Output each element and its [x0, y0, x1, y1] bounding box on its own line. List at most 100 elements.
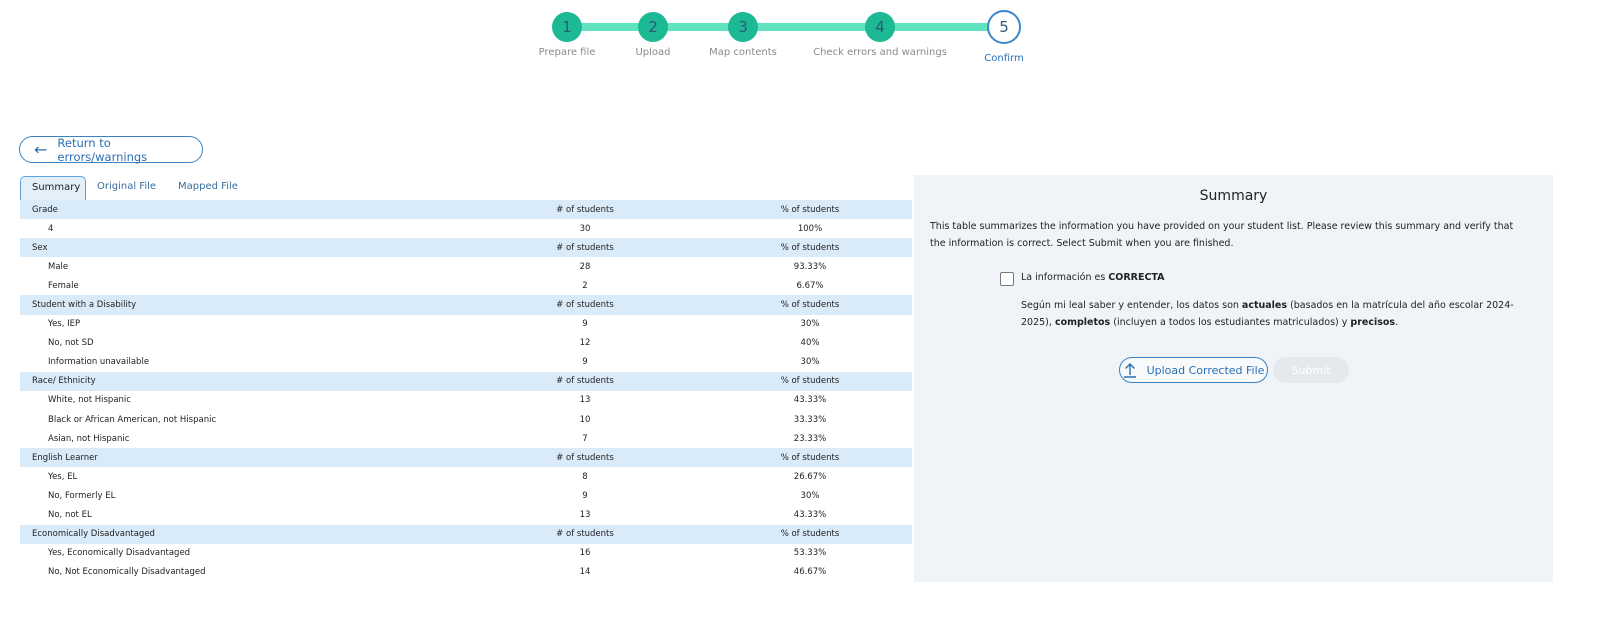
category-label: Asian, not Hispanic — [48, 433, 130, 444]
count-column-header: # of students — [556, 300, 614, 311]
legal-bold: precisos — [1350, 317, 1396, 328]
table-row: 4 30 100% — [20, 219, 912, 238]
student-percent: 30% — [800, 357, 820, 368]
tab-original-file[interactable]: Original File — [97, 181, 157, 192]
step-3-circle: 3 — [728, 12, 758, 42]
student-count: 13 — [579, 395, 591, 406]
tab-bar: Summary Original File Mapped File — [20, 176, 249, 200]
student-count: 8 — [582, 471, 588, 482]
student-count: 30 — [579, 223, 591, 234]
table-row: No, not EL 13 43.33% — [20, 506, 912, 525]
section-header: English Learner # of students % of student… — [20, 448, 912, 468]
step-1-circle: 1 — [552, 12, 582, 42]
submit-button[interactable]: Submit — [1273, 357, 1349, 383]
table-row: Yes, EL 8 26.67% — [20, 467, 912, 486]
category-label: Male — [48, 261, 69, 272]
progress-stepper: 1 Prepare file 2 Upload 3 Map contents 4 Check … — [0, 0, 1606, 80]
table-row: Information unavailable 9 30% — [20, 353, 912, 372]
percent-column-header: % of students — [780, 204, 840, 215]
panel-title: Summary — [1199, 188, 1268, 204]
table-row: Yes, Economically Disadvantaged 16 53.33% — [20, 544, 912, 563]
upload-icon — [1123, 363, 1136, 378]
step-2-label: Upload — [635, 47, 671, 58]
student-percent: 43.33% — [793, 510, 827, 521]
tab-summary[interactable]: Summary — [20, 176, 86, 200]
table-row: Asian, not Hispanic 7 23.33% — [20, 429, 912, 448]
legal-text: Según mi leal saber y entender, los dato… — [1021, 300, 1242, 311]
checkbox-label: La información es CORRECTA — [1021, 272, 1165, 283]
student-percent: 33.33% — [793, 414, 827, 425]
student-count: 16 — [579, 548, 591, 559]
student-percent: 6.67% — [796, 280, 824, 291]
section-header: Grade # of students % of students — [20, 200, 912, 220]
upload-corrected-file-button[interactable]: Upload Corrected File — [1119, 357, 1268, 383]
legal-text: (incluyen a todos los estudiantes matric… — [1110, 317, 1351, 328]
percent-column-header: % of students — [780, 376, 840, 387]
category-label: No, Not Economically Disadvantaged — [48, 567, 206, 578]
section-header: Student with a Disability # of students % … — [20, 295, 912, 315]
count-column-header: # of students — [556, 204, 614, 215]
student-count: 13 — [579, 510, 591, 521]
student-count: 9 — [582, 357, 588, 368]
section-header: Race/ Ethnicity # of students % of student… — [20, 371, 912, 391]
summary-table: Grade # of students % of students 4 30 100% Se… — [20, 200, 912, 582]
percent-column-header: % of students — [780, 452, 840, 463]
arrow-left-icon: ← — [34, 140, 48, 159]
step-3-label: Map contents — [709, 47, 777, 58]
legal-text: . — [1395, 317, 1399, 328]
percent-column-header: % of students — [780, 529, 840, 540]
summary-panel: Summary This table summarizes the inform… — [914, 175, 1553, 582]
checkbox-label-text: La información es — [1021, 272, 1109, 283]
step-4-label: Check errors and warnings — [813, 47, 947, 58]
step-1-label: Prepare file — [538, 47, 596, 58]
student-percent: 93.33% — [793, 261, 827, 272]
student-count: 7 — [582, 433, 588, 444]
section-title: Student with a Disability — [32, 300, 137, 311]
section-header: Economically Disadvantaged # of students%… — [20, 524, 912, 544]
table-row: White, not Hispanic 13 43.33% — [20, 391, 912, 410]
step-2-circle: 2 — [638, 12, 668, 42]
category-label: Yes, Economically Disadvantaged — [48, 548, 191, 559]
category-label: No, not EL — [48, 510, 92, 521]
section-title: Grade — [32, 204, 58, 215]
category-label: Black or African American, not Hispanic — [48, 414, 217, 425]
legal-bold: actuales — [1241, 300, 1288, 311]
student-percent: 53.33% — [793, 548, 827, 559]
return-to-errors-button[interactable]: ← Return to errors/warnings — [19, 135, 203, 164]
student-percent: 26.67% — [793, 471, 827, 482]
table-row: No, Not Economically Disadvantaged 14 46.6… — [20, 563, 912, 582]
percent-column-header: % of students — [780, 300, 840, 311]
count-column-header: # of students — [556, 242, 614, 253]
student-count: 9 — [582, 319, 588, 330]
table-row: Female 2 6.67% — [20, 276, 912, 295]
return-label: Return to errors/warnings — [57, 135, 148, 164]
student-count: 10 — [579, 414, 591, 425]
tab-mapped-file[interactable]: Mapped File — [178, 181, 238, 192]
category-label: Yes, IEP — [48, 319, 81, 330]
category-label: 4 — [48, 223, 54, 234]
legal-bold: completos — [1054, 317, 1111, 328]
section-title: English Learner — [32, 452, 98, 463]
student-percent: 23.33% — [793, 433, 827, 444]
category-label: No, Formerly EL — [48, 490, 116, 501]
step-5-label: Confirm — [984, 53, 1024, 64]
panel-description: This table summarizes the information yo… — [930, 221, 1514, 249]
student-percent: 40% — [800, 338, 820, 349]
table-row: Male 28 93.33% — [20, 257, 912, 276]
step-5-circle: 5 — [987, 10, 1021, 44]
category-label: Information unavailable — [48, 357, 150, 368]
section-title: Economically Disadvantaged — [32, 529, 155, 540]
count-column-header: # of students — [556, 452, 614, 463]
count-column-header: # of students — [556, 376, 614, 387]
category-label: White, not Hispanic — [48, 395, 131, 406]
section-title: Sex — [32, 242, 48, 253]
student-count: 28 — [579, 261, 591, 272]
student-percent: 100% — [797, 223, 823, 234]
table-row: Yes, IEP 9 30% — [20, 315, 912, 334]
section-title: Race/ Ethnicity — [32, 376, 96, 387]
student-count: 14 — [579, 567, 591, 578]
table-row: No, not SD 12 40% — [20, 334, 912, 353]
correct-checkbox[interactable] — [1000, 272, 1014, 286]
student-percent: 43.33% — [793, 395, 827, 406]
category-label: Yes, EL — [48, 471, 78, 482]
